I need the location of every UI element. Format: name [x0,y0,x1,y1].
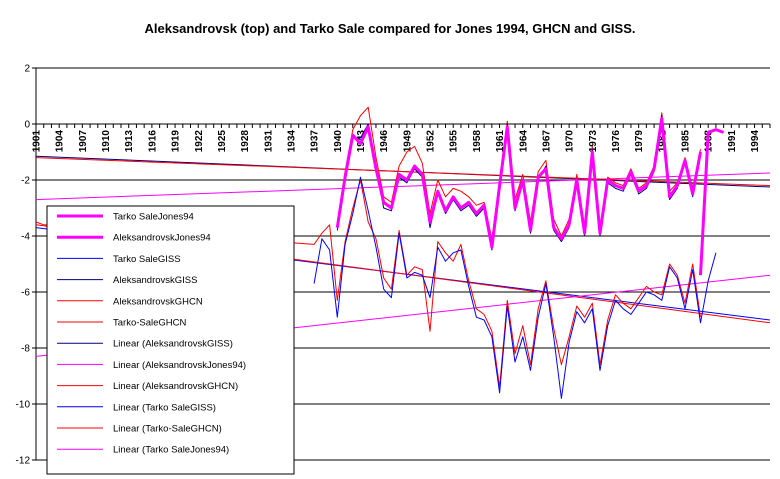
y-tick-label: -12 [16,456,31,467]
x-tick-label: 1994 [750,130,761,153]
x-tick-label: 1970 [565,130,576,153]
legend-label: Tarko SaleJones94 [113,212,194,223]
legend-box [46,205,295,475]
axes: 2 0 -2 -4 -6 -8 -10 -12 1901 1904 1907 1910 1913 1916… [16,64,771,467]
x-tick-label: 1940 [333,130,344,153]
x-tick-label: 1901 [32,130,43,153]
series-line [35,172,771,201]
x-tick-label: 1922 [194,130,205,153]
x-tick-label: 1916 [147,130,158,153]
y-tick-label: -6 [21,288,30,299]
x-tick-label: 1985 [681,130,692,153]
y-tick-label: -2 [21,176,30,187]
legend-label: Tarko-SaleGHCN [113,318,187,329]
chart-title: Aleksandrovsk (top) and Tarko Sale compa… [144,21,635,36]
legend-label: Linear (AleksandrovskGHCN) [113,381,238,392]
x-tick-label: 1949 [402,130,413,153]
y-tick-label: 0 [24,120,30,131]
series-lines [35,106,771,399]
x-tick-label: 1934 [286,130,297,153]
x-tick-label: 1952 [426,130,437,153]
x-tick-label: 1907 [78,130,89,153]
legend-label: Linear (AleksandrovskGISS) [113,339,233,350]
x-tick-label: 1913 [124,130,135,153]
x-tick-label: 1946 [379,130,390,153]
legend-label: Linear (Tarko SaleJones94) [113,445,229,456]
x-tick-label: 1928 [240,130,251,153]
series-line [313,176,717,399]
legend-label: AleksandrovskJones94 [113,233,211,244]
x-tick-label: 1979 [634,130,645,153]
x-tick-label: 1910 [101,130,112,153]
series-line [335,116,702,249]
y-tick-label: 2 [24,64,30,75]
legend-label: Linear (Tarko SaleGISS) [113,402,216,413]
legend-label: AleksandrovskGHCN [113,296,203,307]
legend-label: Tarko SaleGISS [113,254,181,265]
x-tick-label: 1955 [449,130,460,153]
y-tick-label: -4 [21,232,30,243]
x-tick-label: 1919 [171,130,182,153]
x-tick-label: 1973 [588,130,599,153]
x-tick-label: 1961 [495,130,506,153]
series-line [699,128,725,276]
legend: Tarko SaleJones94 AleksandrovskJones94 Tar… [46,205,295,475]
x-tick-label: 1964 [518,130,529,153]
x-tick-label: 1958 [472,130,483,153]
legend-label: AleksandrovskGISS [113,275,197,286]
y-tick-label: -10 [16,400,31,411]
legend-label: Linear (AleksandrovskJones94) [113,360,246,371]
x-tick-label: 1931 [263,130,274,153]
x-tick-label: 1991 [727,130,738,153]
x-tick-label: 1937 [310,130,321,153]
x-tick-label: 1967 [541,130,552,153]
x-tick-label: 1904 [55,130,66,153]
x-tick-label: 1976 [611,130,622,153]
series-line [336,106,701,240]
x-tick-label: 1925 [217,130,228,153]
y-tick-label: -8 [21,344,30,355]
legend-label: Linear (Tarko-SaleGHCN) [113,424,222,435]
